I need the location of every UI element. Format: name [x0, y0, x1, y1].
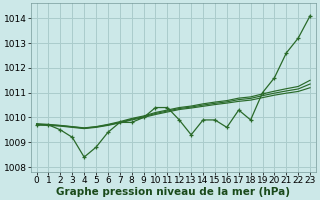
X-axis label: Graphe pression niveau de la mer (hPa): Graphe pression niveau de la mer (hPa) — [56, 187, 290, 197]
